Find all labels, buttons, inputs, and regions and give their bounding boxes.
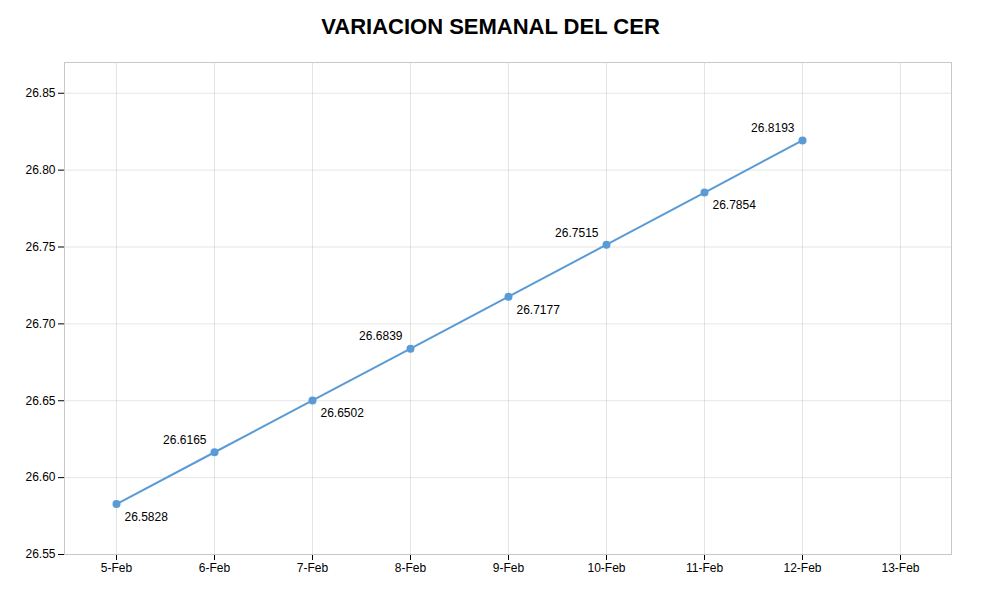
svg-text:26.65: 26.65 <box>25 394 55 408</box>
svg-text:11-Feb: 11-Feb <box>686 561 723 575</box>
svg-text:26.6165: 26.6165 <box>163 433 207 447</box>
svg-text:7-Feb: 7-Feb <box>297 561 329 575</box>
svg-text:26.8193: 26.8193 <box>751 121 795 135</box>
svg-text:10-Feb: 10-Feb <box>587 561 625 575</box>
svg-text:12-Feb: 12-Feb <box>783 561 821 575</box>
svg-text:26.75: 26.75 <box>25 240 55 254</box>
svg-text:9-Feb: 9-Feb <box>493 561 525 575</box>
svg-text:26.85: 26.85 <box>25 86 55 100</box>
svg-text:26.7177: 26.7177 <box>517 303 561 317</box>
svg-text:26.6839: 26.6839 <box>359 329 403 343</box>
svg-text:8-Feb: 8-Feb <box>395 561 427 575</box>
svg-text:6-Feb: 6-Feb <box>199 561 231 575</box>
svg-text:26.7854: 26.7854 <box>713 198 757 212</box>
svg-text:5-Feb: 5-Feb <box>101 561 133 575</box>
svg-text:26.80: 26.80 <box>25 163 55 177</box>
svg-text:13-Feb: 13-Feb <box>881 561 919 575</box>
svg-text:26.6502: 26.6502 <box>321 406 365 420</box>
svg-text:26.55: 26.55 <box>25 547 55 561</box>
html-text:VARIACION SEMANAL DEL CER: VARIACION SEMANAL DEL CER <box>321 14 660 39</box>
svg-text:26.5828: 26.5828 <box>125 510 169 524</box>
svg-text:26.60: 26.60 <box>25 470 55 484</box>
svg-text:26.70: 26.70 <box>25 317 55 331</box>
svg-text:26.7515: 26.7515 <box>555 226 599 240</box>
